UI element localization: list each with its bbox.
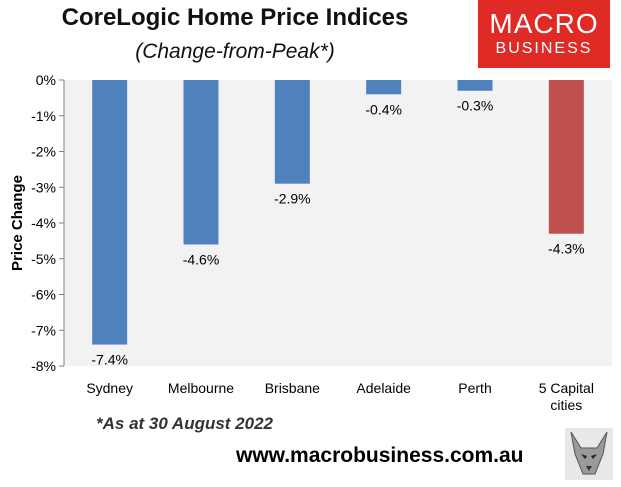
y-axis-label: Price Change	[9, 175, 26, 271]
bars: -7.4% -4.6% -2.9% -0.4% -0.3% -4.3%	[91, 80, 585, 368]
x-tick-label: Sydney	[86, 380, 133, 396]
x-tick-label: Brisbane	[265, 380, 320, 396]
chart-subtitle: (Change-from-Peak*)	[135, 40, 335, 63]
bar-chart: 0% -1% -2% -3% -4% -5% -6% -7% -8% -7.4% -4.6% -2.…	[9, 72, 612, 410]
data-label: -7.4%	[91, 352, 128, 368]
bar	[274, 80, 310, 184]
plot-area	[64, 80, 612, 366]
y-tick-label: 0%	[36, 72, 56, 88]
x-tick-label: Perth	[458, 380, 491, 396]
y-tick-label: -1%	[31, 108, 56, 124]
y-tick-label: -3%	[31, 179, 56, 195]
data-label: -4.6%	[183, 251, 220, 267]
y-tick-label: -5%	[31, 251, 56, 267]
x-axis: Sydney Melbourne Brisbane Adelaide Perth 5 Ca…	[86, 380, 594, 410]
x-tick-label: 5 Capital cities	[539, 380, 594, 410]
logo-line-2: BUSINESS	[495, 40, 593, 57]
bar	[548, 80, 584, 234]
data-label: -2.9%	[274, 191, 311, 207]
y-axis: 0% -1% -2% -3% -4% -5% -6% -7% -8%	[31, 72, 65, 374]
footnote: *As at 30 August 2022	[96, 414, 273, 433]
logo-line-1: MACRO	[489, 8, 599, 39]
macrobusiness-logo: MACRO BUSINESS	[478, 0, 610, 68]
y-tick-label: -7%	[31, 322, 56, 338]
y-tick-label: -6%	[31, 287, 56, 303]
data-label: -0.4%	[365, 101, 402, 117]
y-tick-label: -8%	[31, 358, 56, 374]
bar	[366, 80, 402, 95]
y-tick-label: -2%	[31, 144, 56, 160]
bar	[183, 80, 219, 245]
bar	[457, 80, 493, 91]
data-label: -4.3%	[548, 241, 585, 257]
chart-title: CoreLogic Home Price Indices	[61, 4, 409, 31]
wolf-icon	[565, 428, 613, 480]
x-tick-label: Melbourne	[168, 380, 234, 396]
data-label: -0.3%	[457, 98, 494, 114]
y-tick-label: -4%	[31, 215, 56, 231]
bar	[92, 80, 128, 345]
x-tick-label: Adelaide	[356, 380, 411, 396]
website-url: www.macrobusiness.com.au	[236, 444, 524, 467]
